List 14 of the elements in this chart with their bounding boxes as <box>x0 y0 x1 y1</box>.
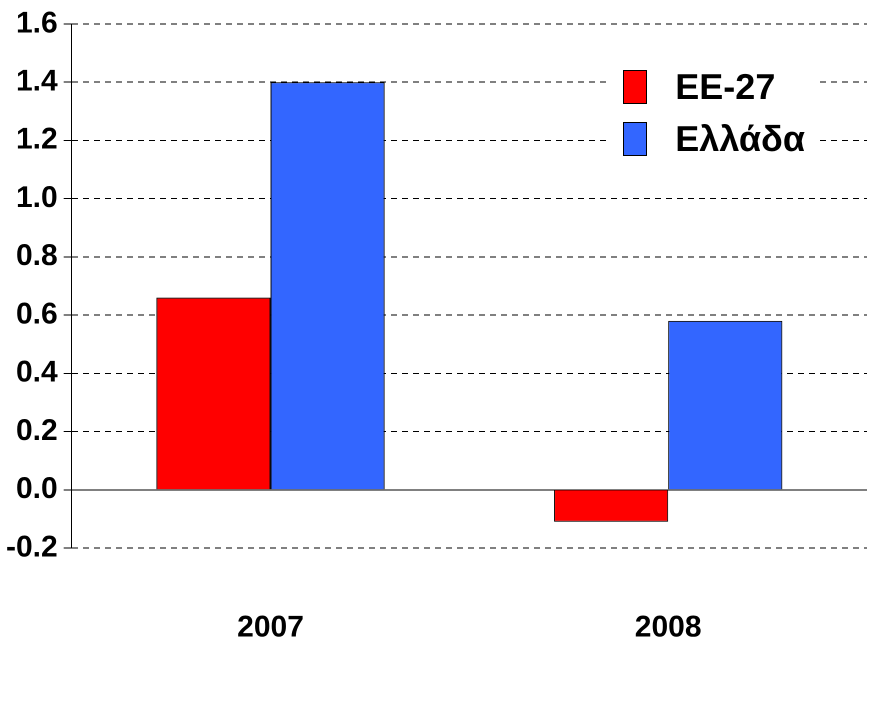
y-tick-label: 1.2 <box>16 122 58 156</box>
y-tick-label: 0.0 <box>16 472 58 506</box>
y-tick-label: 0.2 <box>16 414 58 447</box>
legend-label: Ελλάδα <box>675 118 805 160</box>
y-tick-label: 1.6 <box>16 6 58 40</box>
x-tick-label: 2007 <box>237 610 304 644</box>
y-tick-label: 1.4 <box>16 64 58 98</box>
y-tick-label: -0.2 <box>6 530 58 564</box>
legend-label: ΕΕ-27 <box>675 66 776 108</box>
y-tick-label: 0.6 <box>16 297 58 330</box>
y-tick-label: 0.8 <box>16 239 58 272</box>
y-tick-label: 1.0 <box>16 180 58 214</box>
y-tick-label: 0.4 <box>16 356 58 389</box>
x-tick-label: 2008 <box>634 610 702 644</box>
